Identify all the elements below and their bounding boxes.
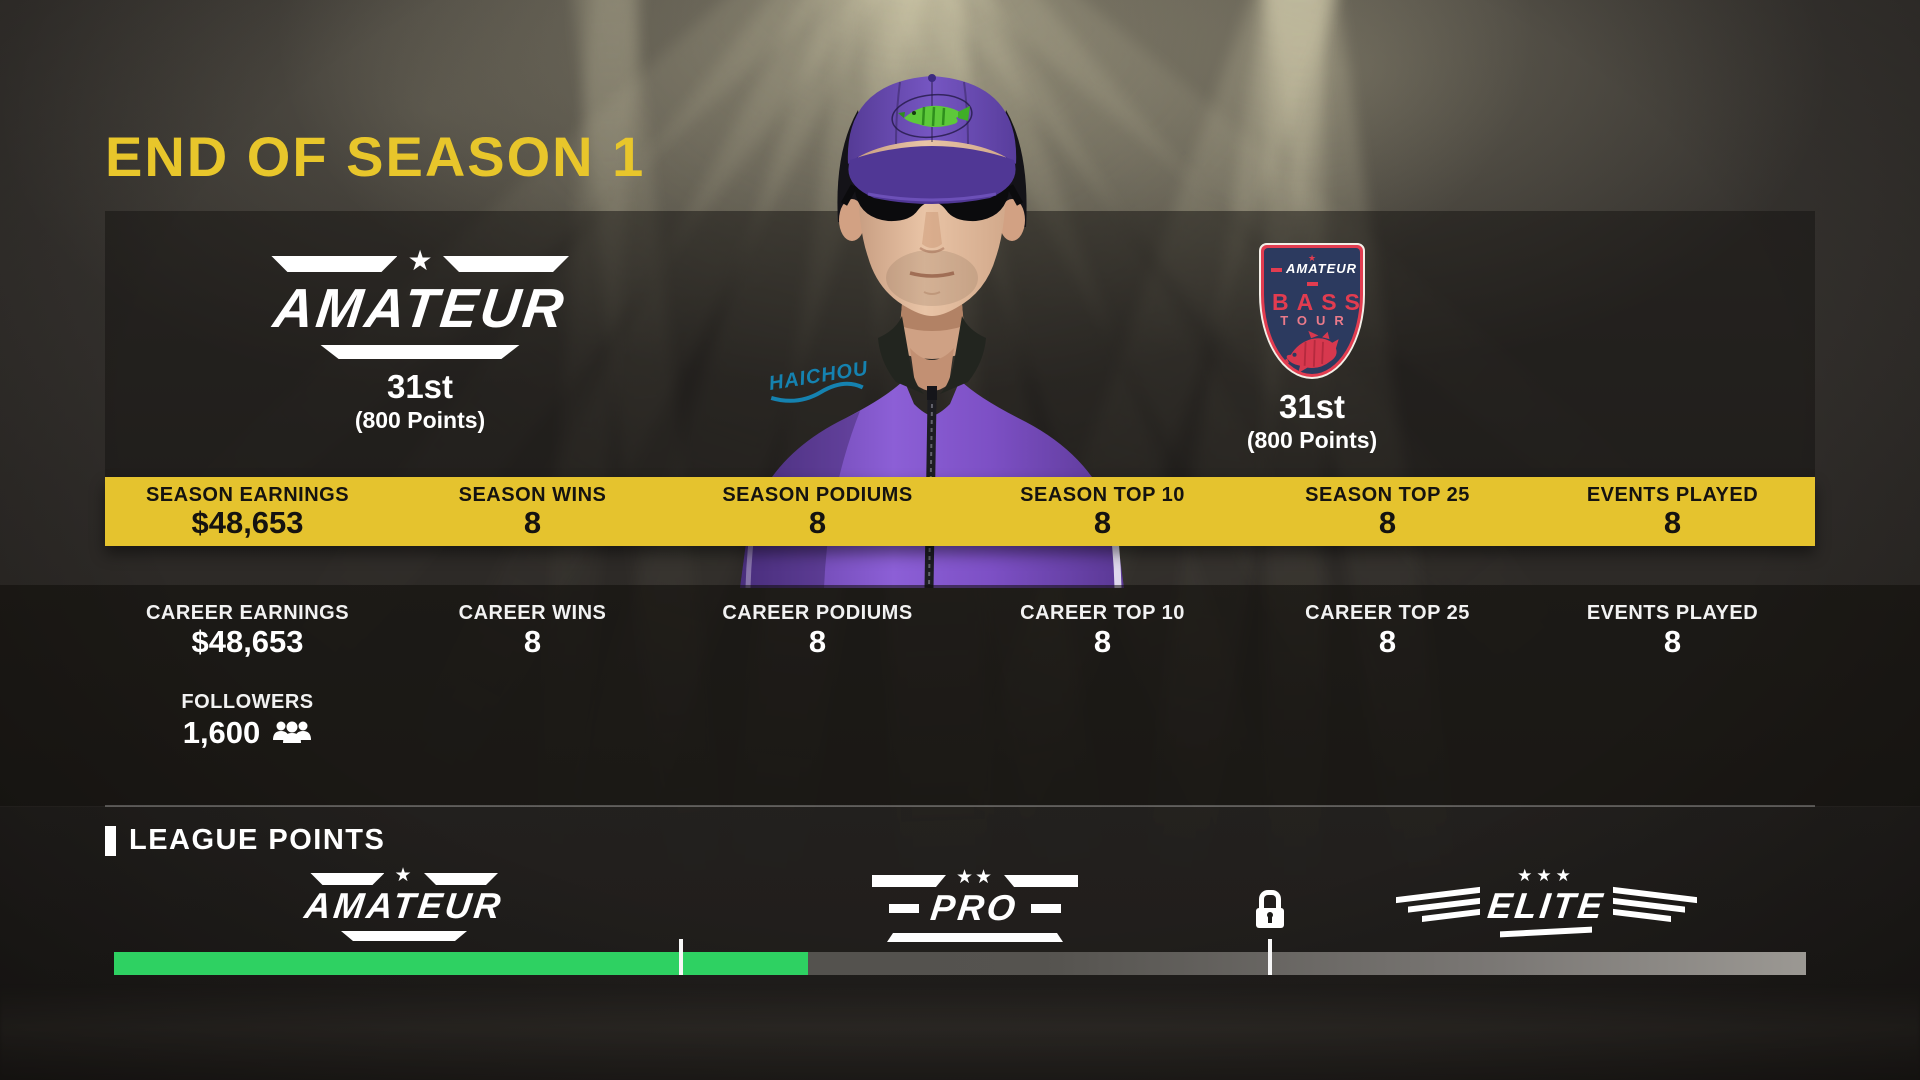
career-stat: EVENTS PLAYED 8 (1586, 602, 1759, 659)
career-stat: CAREER EARNINGS $48,653 (145, 602, 350, 659)
tier-logo-amateur: ★ AMATEUR (288, 866, 520, 941)
heading-accent-bar (105, 825, 116, 856)
season-stat: SEASON TOP 10 8 (1020, 484, 1185, 540)
career-stats-panel: CAREER EARNINGS $48,653 CAREER WINS 8 CARE… (0, 585, 1920, 806)
badge-top-text: AMATEUR (1264, 262, 1360, 290)
star-icon: ★★★ (1517, 866, 1575, 885)
logo-bar-right (424, 873, 498, 885)
league-progress-fill (114, 952, 808, 975)
career-stat: CAREER TOP 25 8 (1305, 602, 1470, 659)
star-icon: ★ (407, 245, 433, 276)
progress-tick-1 (678, 939, 683, 975)
season-stat: SEASON WINS 8 (458, 484, 607, 540)
logo-bar-left (872, 875, 946, 887)
lock-icon (1255, 890, 1284, 928)
tour-result-block: ★ AMATEUR BASS TOUR 31st (800 Points) (1236, 243, 1388, 454)
badge-bottom-text: TOUR (1280, 313, 1353, 328)
tier-logo-elite: ★★★ ELITE (1395, 866, 1697, 938)
season-stats-bar: SEASON EARNINGS $48,653 SEASON WINS 8 SEAS… (105, 477, 1815, 546)
tier-name: ELITE (1485, 885, 1608, 926)
badge-middle-text: BASS (1272, 289, 1360, 315)
league-points-note: (800 Points) (354, 407, 486, 433)
logo-bar-left (271, 256, 397, 272)
league-rank: 31st (386, 368, 454, 405)
page-title: END OF SEASON 1 (105, 125, 646, 188)
wing-left (1395, 886, 1480, 925)
followers-stat: FOLLOWERS 1,600 (105, 691, 390, 750)
followers-value: 1,600 (182, 715, 261, 750)
tour-rank: 31st (1278, 388, 1346, 425)
logo-bar-bottom (887, 933, 1063, 942)
tour-points-note: (800 Points) (1246, 427, 1378, 453)
tier-name: PRO (929, 887, 1022, 928)
logo-bar-bottom (320, 345, 520, 359)
season-stat: SEASON TOP 25 8 (1305, 484, 1470, 540)
league-result-block: ★ AMATEUR 31st (800 Points) (230, 247, 610, 434)
tier-logo-pro: ★★ PRO (872, 868, 1079, 942)
season-stat: SEASON PODIUMS 8 (722, 484, 913, 540)
amateur-logo-top: ★ (230, 247, 610, 275)
logo-bar-bottom (1500, 926, 1592, 938)
logo-bar-right (1004, 875, 1079, 887)
followers-label: FOLLOWERS (181, 691, 314, 713)
logo-bar-bottom (341, 931, 467, 941)
league-points-heading: LEAGUE POINTS (129, 824, 386, 856)
logo-bar-left (310, 873, 384, 885)
career-stat: CAREER PODIUMS 8 (722, 602, 913, 659)
wing-right (1612, 886, 1697, 925)
league-points-section: LEAGUE POINTS ★ AMATEUR ★★ PRO (0, 807, 1920, 1080)
career-stat: CAREER WINS 8 (458, 602, 607, 659)
season-stat: EVENTS PLAYED 8 (1586, 484, 1759, 540)
league-name: AMATEUR (270, 277, 570, 339)
star-icon: ★ (394, 865, 414, 886)
league-progress-track (114, 890, 1806, 975)
logo-dash-left (889, 903, 920, 913)
jersey-brand-text: HAICHOU (767, 358, 870, 395)
progress-tick-2 (1267, 939, 1272, 975)
logo-bar-right (443, 256, 569, 272)
badge-bass-fish-icon (1264, 329, 1360, 374)
tour-badge: ★ AMATEUR BASS TOUR (1259, 243, 1365, 379)
tier-name: AMATEUR (302, 885, 506, 926)
season-stat: SEASON EARNINGS $48,653 (145, 484, 350, 540)
followers-group-icon (272, 718, 312, 749)
logo-dash-right (1030, 903, 1061, 913)
star-icon: ★★ (955, 867, 995, 888)
career-stat: CAREER TOP 10 8 (1020, 602, 1185, 659)
